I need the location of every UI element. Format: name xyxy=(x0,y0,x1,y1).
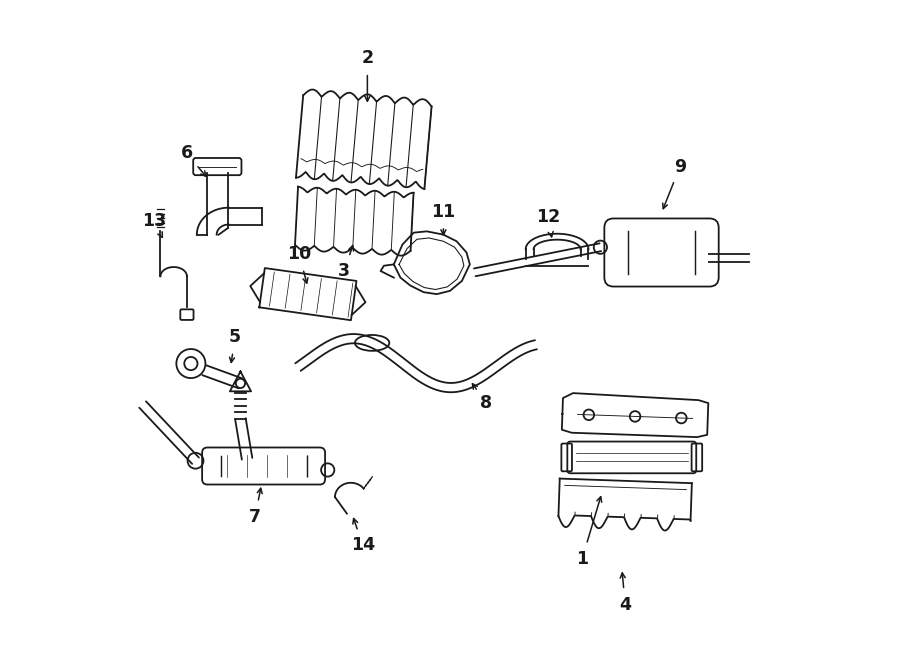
Text: 14: 14 xyxy=(351,536,374,555)
Text: 1: 1 xyxy=(576,549,589,568)
Text: 11: 11 xyxy=(431,202,455,221)
Text: 10: 10 xyxy=(287,245,311,264)
Text: 7: 7 xyxy=(249,508,261,526)
Text: 3: 3 xyxy=(338,262,350,280)
Text: 2: 2 xyxy=(361,49,374,67)
Text: 6: 6 xyxy=(181,144,193,163)
Text: 12: 12 xyxy=(536,208,560,226)
Text: 5: 5 xyxy=(230,328,241,346)
Text: 9: 9 xyxy=(674,157,686,176)
Text: 4: 4 xyxy=(619,596,631,614)
Text: 8: 8 xyxy=(481,394,492,412)
Text: 13: 13 xyxy=(142,212,166,231)
